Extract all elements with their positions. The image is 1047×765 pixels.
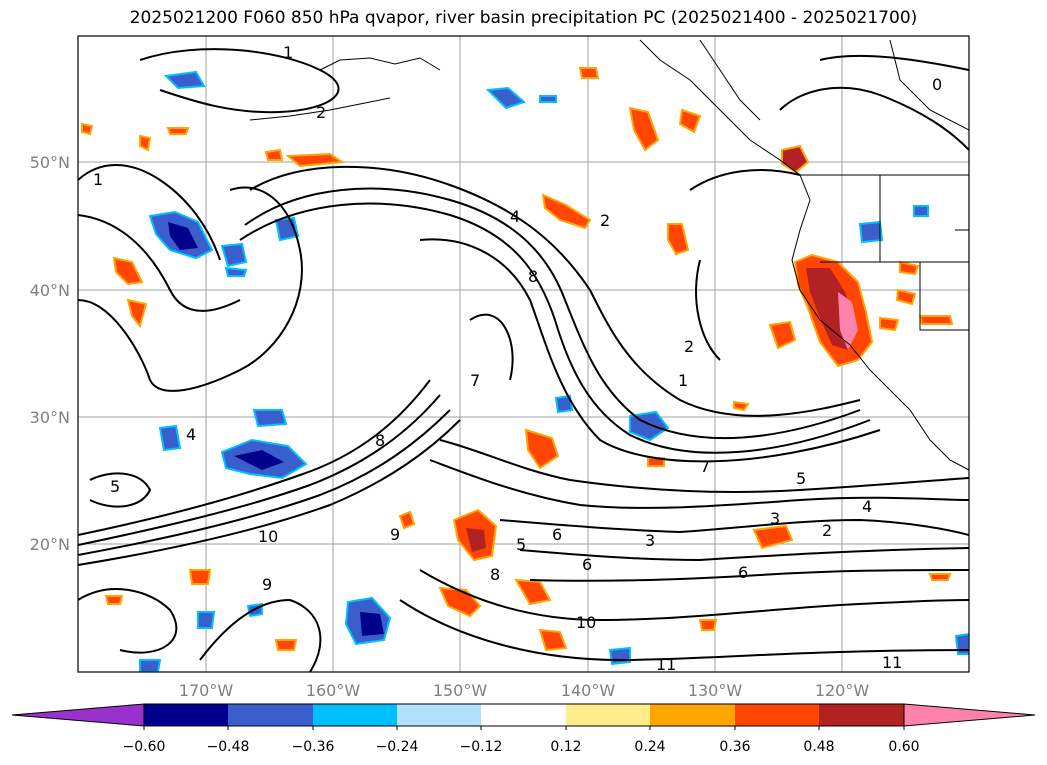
- contour-label: 3: [770, 509, 780, 528]
- contour-label: 1: [93, 170, 103, 189]
- colorbar-segment: [566, 704, 650, 726]
- lon-label: 160°W: [306, 681, 361, 700]
- colorbar: [11, 703, 1036, 730]
- contour-label: 8: [375, 431, 385, 450]
- contour-label: 5: [516, 535, 526, 554]
- lon-label: 150°W: [433, 681, 488, 700]
- colorbar-tick-label: 0.24: [634, 739, 665, 755]
- longitude-labels: 170°W 160°W 150°W 140°W 130°W 120°W: [179, 681, 870, 700]
- contour-label: 2: [684, 337, 694, 356]
- lon-label: 120°W: [815, 681, 870, 700]
- contour-label: 10: [576, 613, 596, 632]
- contour-label: 11: [882, 653, 902, 672]
- lat-label: 40°N: [30, 281, 70, 300]
- contour-label: 4: [862, 497, 872, 516]
- contour-label: 0: [932, 75, 942, 94]
- contour-label: 9: [262, 575, 272, 594]
- contour-label: 10: [258, 527, 278, 546]
- precipitation-shading: [81, 67, 969, 672]
- contour-label: 3: [645, 531, 655, 550]
- contour-label: 5: [796, 469, 806, 488]
- lon-label: 170°W: [179, 681, 234, 700]
- contour-label: 6: [582, 555, 592, 574]
- colorbar-extend-high: [903, 703, 1036, 727]
- colorbar-tick-label: −0.48: [207, 739, 250, 755]
- plot-area: [78, 36, 969, 672]
- colorbar-segment: [735, 704, 819, 726]
- lat-label: 30°N: [30, 408, 70, 427]
- colorbar-frame: [143, 703, 905, 727]
- colorbar-tick-label: −0.24: [376, 739, 419, 755]
- contour-label: 2: [822, 521, 832, 540]
- contour-label: 4: [186, 425, 196, 444]
- contour-label: 11: [656, 655, 676, 674]
- contour-label: 6: [552, 525, 562, 544]
- contour-label: 7: [700, 457, 710, 476]
- contour-label: 7: [470, 371, 480, 390]
- lon-label: 130°W: [688, 681, 743, 700]
- colorbar-tick-labels: −0.60 −0.48 −0.36 −0.24 −0.12 0.12 0.24 …: [123, 739, 920, 755]
- colorbar-tick-label: −0.60: [123, 739, 166, 755]
- contour-label: 2: [600, 211, 610, 230]
- contour-label: 1: [678, 371, 688, 390]
- lat-label: 50°N: [30, 153, 70, 172]
- contour-labels: 0 1 1 1 2 2 2 2 3 3 4 4 4 5 5 5 6 6 6 7 …: [93, 43, 942, 674]
- lon-label: 140°W: [561, 681, 616, 700]
- contour-label: 5: [110, 477, 120, 496]
- map-title: 2025021200 F060 850 hPa qvapor, river ba…: [129, 8, 918, 28]
- lat-label: 20°N: [30, 535, 70, 554]
- qvapor-contours: [78, 48, 969, 672]
- contour-label: 8: [490, 565, 500, 584]
- colorbar-tick-label: −0.36: [292, 739, 335, 755]
- contour-label: 6: [738, 563, 748, 582]
- colorbar-segment: [397, 704, 481, 726]
- colorbar-segment: [144, 704, 228, 726]
- contour-label: 9: [390, 525, 400, 544]
- colorbar-segment: [819, 704, 904, 726]
- colorbar-segment: [481, 704, 566, 726]
- colorbar-tick-label: 0.12: [550, 739, 581, 755]
- colorbar-tick-label: 0.48: [803, 739, 834, 755]
- colorbar-segment: [313, 704, 397, 726]
- plot-frame: [77, 35, 970, 673]
- contour-label: 4: [510, 207, 520, 226]
- contour-label: 1: [283, 43, 293, 62]
- contour-label: 2: [316, 103, 326, 122]
- colorbar-segment: [650, 704, 735, 726]
- colorbar-tick-label: −0.12: [460, 739, 503, 755]
- latitude-labels: 50°N 40°N 30°N 20°N: [30, 153, 70, 554]
- contour-label: 8: [528, 267, 538, 286]
- colorbar-tick-label: 0.36: [719, 739, 750, 755]
- colorbar-segment: [228, 704, 313, 726]
- colorbar-extend-low: [11, 703, 145, 727]
- colorbar-tick-label: 0.60: [888, 739, 919, 755]
- coastlines: [249, 39, 969, 471]
